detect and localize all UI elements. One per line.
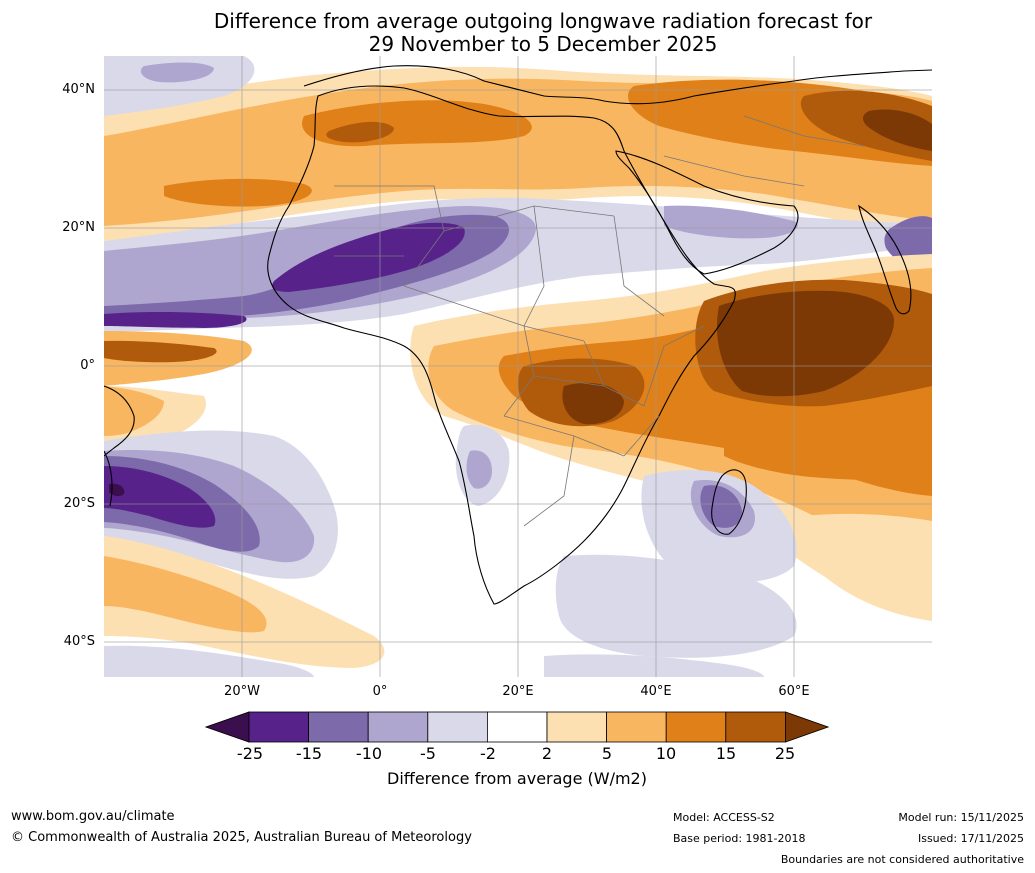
colorbar-tick-label: -5 — [420, 744, 436, 763]
lon-tick-label: 40°E — [640, 684, 672, 699]
colorbar-cell — [546, 711, 607, 743]
cold-far-south — [104, 645, 314, 677]
disclaimer-text: Boundaries are not considered authoritat… — [780, 853, 1024, 866]
colorbar-cells — [205, 711, 829, 743]
warm-south-atlantic-10 — [104, 556, 267, 633]
map-panel — [104, 56, 932, 677]
country-boundaries — [334, 115, 865, 527]
colorbar-cell — [725, 711, 786, 743]
warm-se-indian-15 — [724, 433, 918, 480]
warm-belt-north-25c — [862, 109, 932, 151]
cold-sw-indian-15 — [700, 485, 742, 528]
copyright-text: © Commonwealth of Australia 2025, Austra… — [11, 830, 472, 845]
model-text: Model: ACCESS-S2 — [673, 811, 775, 824]
cold-band-sahel-15b — [104, 311, 247, 328]
lat-tick-label: 20°N — [62, 220, 95, 235]
colorbar-cell — [486, 711, 548, 743]
europe-coastline — [303, 65, 932, 105]
colorbar-tick-label: -10 — [355, 744, 383, 763]
model-run-text: Model run: 15/11/2025 — [898, 811, 1024, 824]
colorbar-cell — [248, 711, 309, 743]
cold-arabia-5 — [664, 205, 798, 239]
west-sa-coast — [104, 450, 113, 507]
colorbar-tick-label: -15 — [295, 744, 323, 763]
warm-belt-north-25b — [326, 121, 394, 143]
graticule — [104, 56, 932, 677]
cold-far-south-2 — [544, 654, 764, 677]
cold-south-atlantic-25 — [109, 483, 125, 497]
website-text: www.bom.gov.au/climate — [11, 809, 175, 824]
olr-anomaly-map — [104, 56, 932, 677]
lon-tick-label: 20°W — [224, 684, 260, 699]
cold-south-atlantic-15 — [104, 466, 216, 528]
colorbar-tick-label: -25 — [236, 744, 264, 763]
colorbar-arrow-min — [205, 711, 250, 743]
africa-coastline — [267, 85, 736, 605]
colorbar-label: Difference from average (W/m2) — [387, 769, 647, 788]
colorbar-cell — [367, 711, 429, 743]
madagascar-coastline — [711, 469, 747, 535]
warm-belt-north-15c — [164, 178, 312, 207]
issued-text: Issued: 17/11/2025 — [917, 832, 1024, 845]
base-period-text: Base period: 1981-2018 — [673, 832, 806, 845]
lat-tick-label: 40°N — [62, 82, 95, 97]
cold-angola-10 — [466, 450, 492, 489]
lon-tick-label: 20°E — [502, 684, 534, 699]
colorbar-tick-label: 25 — [774, 744, 796, 763]
lat-tick-label: 20°S — [63, 496, 95, 511]
colorbar-cell — [308, 711, 369, 743]
colorbar-cell — [665, 711, 727, 743]
colorbar-tick-label: 15 — [715, 744, 737, 763]
cold-nw-patch-2 — [140, 62, 214, 83]
warm-se-indian-5 — [800, 513, 932, 621]
warm-east-deep-b — [562, 382, 624, 425]
lon-tick-label: 0° — [372, 684, 388, 699]
warm-belt-north-25 — [800, 90, 932, 161]
colorbar — [205, 711, 829, 743]
colorbar-tick-label: 5 — [601, 744, 613, 763]
warm-east-deep — [716, 290, 894, 397]
india-coastline — [858, 204, 912, 315]
warm-eq-atlantic-15 — [104, 340, 217, 363]
south-america-tip — [104, 385, 135, 457]
lon-tick-label: 60°E — [778, 684, 810, 699]
arabia-coastline — [615, 150, 799, 275]
colorbar-tick-label: -2 — [480, 744, 496, 763]
warm-eq-atlantic-w2 — [104, 386, 164, 436]
cold-south-band — [555, 554, 797, 658]
cold-band-sahel-15 — [272, 222, 465, 292]
chart-title: Difference from average outgoing longwav… — [150, 10, 936, 56]
lat-tick-label: 40°S — [63, 634, 95, 649]
coastlines — [104, 65, 932, 605]
lat-tick-label: 0° — [80, 358, 95, 373]
colorbar-cell — [427, 711, 488, 743]
colorbar-tick-label: 2 — [541, 744, 553, 763]
colorbar-cell — [606, 711, 667, 743]
colorbar-tick-label: 10 — [655, 744, 677, 763]
title-line-2: 29 November to 5 December 2025 — [368, 32, 718, 56]
colorbar-arrow-max — [785, 711, 829, 743]
title-line-1: Difference from average outgoing longwav… — [213, 9, 873, 33]
